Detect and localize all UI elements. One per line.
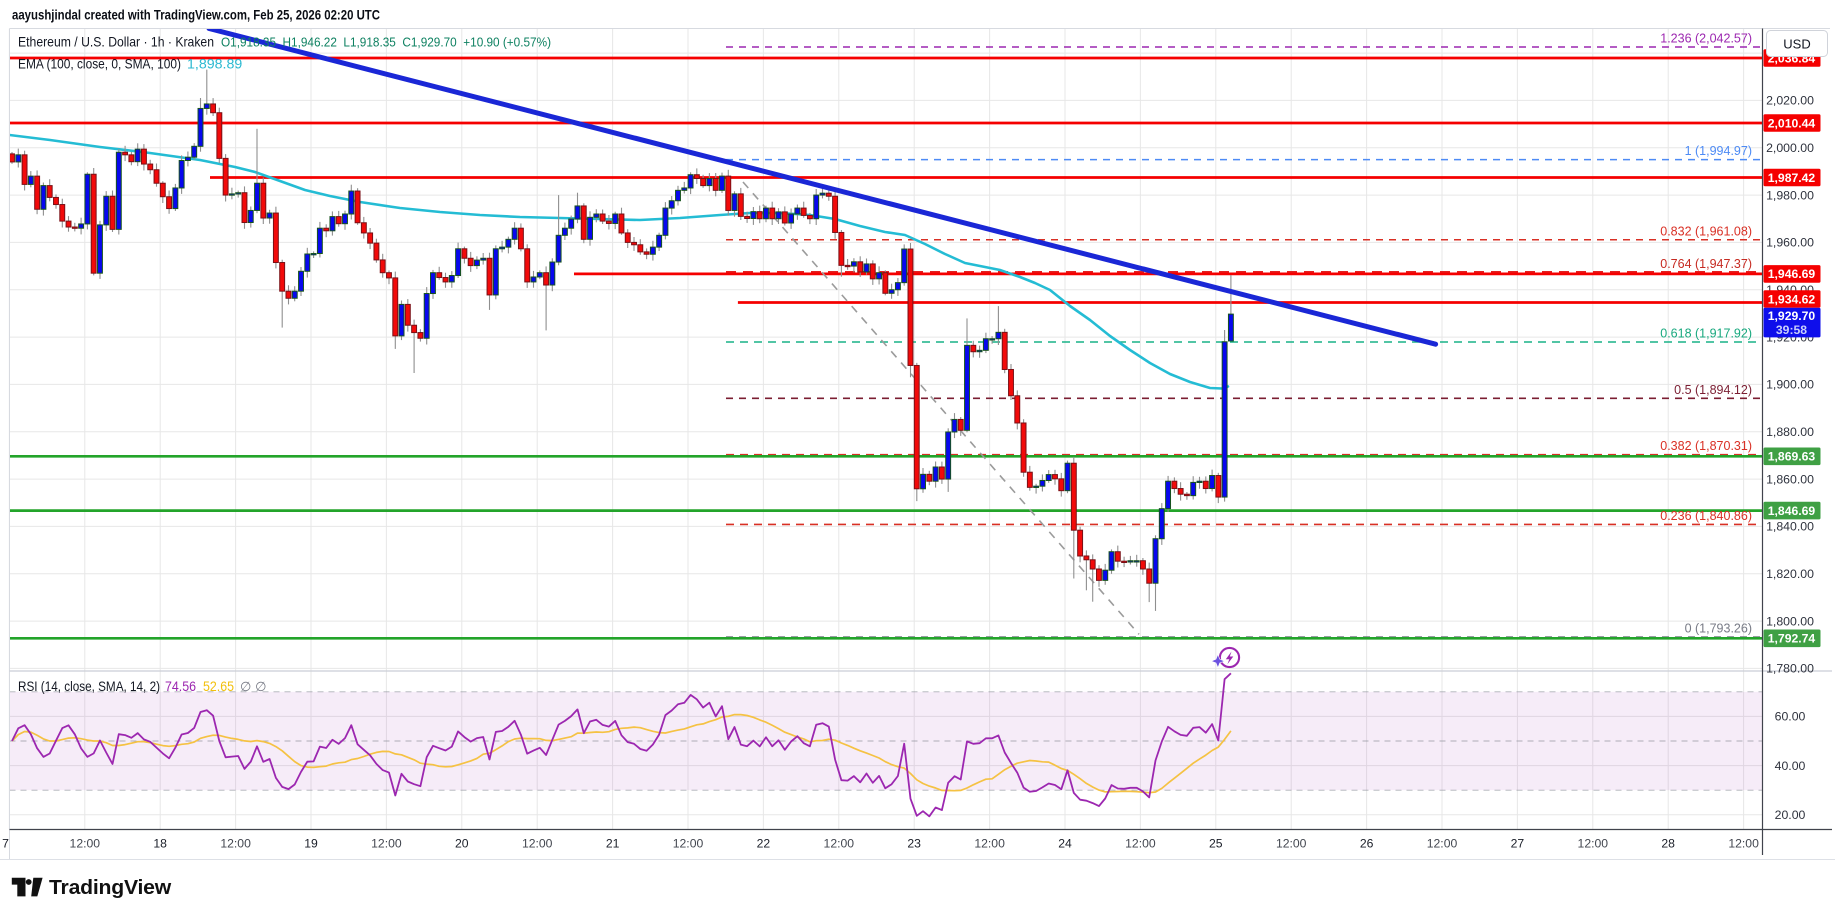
svg-text:1,929.70: 1,929.70 xyxy=(1768,309,1816,323)
svg-text:1,869.63: 1,869.63 xyxy=(1768,450,1816,464)
svg-text:1,987.42: 1,987.42 xyxy=(1768,171,1816,185)
svg-text:7: 7 xyxy=(2,837,9,851)
svg-text:0 (1,793.26): 0 (1,793.26) xyxy=(1685,622,1752,636)
svg-text:12:00: 12:00 xyxy=(522,837,553,851)
svg-text:1,780.00: 1,780.00 xyxy=(1766,662,1814,676)
svg-text:USD: USD xyxy=(1783,36,1810,51)
svg-text:2,000.00: 2,000.00 xyxy=(1766,141,1814,155)
svg-text:2,010.44: 2,010.44 xyxy=(1768,116,1816,130)
svg-text:12:00: 12:00 xyxy=(974,837,1005,851)
svg-text:O1,918.35 H1,946.22 L1,918.3: O1,918.35 H1,946.22 L1,918.35 C1,929.70 … xyxy=(221,35,551,50)
svg-text:18: 18 xyxy=(153,837,167,851)
svg-text:1,792.74: 1,792.74 xyxy=(1768,632,1816,646)
svg-text:1,800.00: 1,800.00 xyxy=(1766,614,1814,628)
svg-text:20: 20 xyxy=(455,837,469,851)
svg-text:1 (1,994.97): 1 (1,994.97) xyxy=(1685,144,1752,158)
svg-text:12:00: 12:00 xyxy=(1728,837,1759,851)
svg-text:12:00: 12:00 xyxy=(673,837,704,851)
svg-text:0.832 (1,961.08): 0.832 (1,961.08) xyxy=(1660,224,1752,238)
svg-text:1,880.00: 1,880.00 xyxy=(1766,425,1814,439)
svg-text:1,846.69: 1,846.69 xyxy=(1768,504,1816,518)
svg-text:22: 22 xyxy=(757,837,771,851)
svg-text:RSI (14, close, SMA, 14, 2): RSI (14, close, SMA, 14, 2) xyxy=(18,679,160,694)
svg-text:21: 21 xyxy=(606,837,620,851)
svg-text:27: 27 xyxy=(1511,837,1525,851)
svg-text:23: 23 xyxy=(907,837,921,851)
svg-text:1,980.00: 1,980.00 xyxy=(1766,188,1814,202)
svg-text:1,820.00: 1,820.00 xyxy=(1766,567,1814,581)
svg-text:52.65: 52.65 xyxy=(203,679,234,694)
svg-text:aayushjindal created with Trad: aayushjindal created with TradingView.co… xyxy=(12,8,380,23)
svg-text:∅ ∅: ∅ ∅ xyxy=(240,679,267,694)
svg-text:1,860.00: 1,860.00 xyxy=(1766,472,1814,486)
svg-text:74.56: 74.56 xyxy=(165,679,196,694)
svg-text:1,960.00: 1,960.00 xyxy=(1766,236,1814,250)
svg-text:12:00: 12:00 xyxy=(824,837,855,851)
svg-text:0.236 (1,840.86): 0.236 (1,840.86) xyxy=(1660,509,1752,523)
svg-text:12:00: 12:00 xyxy=(371,837,402,851)
svg-text:TradingView: TradingView xyxy=(49,877,172,899)
svg-text:28: 28 xyxy=(1661,837,1675,851)
svg-text:2,020.00: 2,020.00 xyxy=(1766,94,1814,108)
svg-text:1.236 (2,042.57): 1.236 (2,042.57) xyxy=(1660,32,1752,46)
svg-text:12:00: 12:00 xyxy=(1427,837,1458,851)
svg-text:60.00: 60.00 xyxy=(1775,710,1806,724)
svg-text:19: 19 xyxy=(304,837,318,851)
svg-text:25: 25 xyxy=(1209,837,1223,851)
svg-text:39:58: 39:58 xyxy=(1776,323,1807,337)
svg-text:1,934.62: 1,934.62 xyxy=(1768,292,1816,306)
svg-text:26: 26 xyxy=(1360,837,1374,851)
svg-text:12:00: 12:00 xyxy=(70,837,101,851)
svg-text:Ethereum / U.S. Dollar · 1h ·: Ethereum / U.S. Dollar · 1h · Kraken xyxy=(18,35,214,50)
svg-text:12:00: 12:00 xyxy=(1125,837,1156,851)
svg-text:1,840.00: 1,840.00 xyxy=(1766,520,1814,534)
svg-text:12:00: 12:00 xyxy=(220,837,251,851)
svg-text:40.00: 40.00 xyxy=(1775,759,1806,773)
svg-text:12:00: 12:00 xyxy=(1578,837,1609,851)
svg-text:24: 24 xyxy=(1058,837,1072,851)
svg-text:12:00: 12:00 xyxy=(1276,837,1307,851)
svg-text:1,946.69: 1,946.69 xyxy=(1768,267,1816,281)
svg-text:0.764 (1,947.37): 0.764 (1,947.37) xyxy=(1660,257,1752,271)
svg-text:20.00: 20.00 xyxy=(1775,808,1806,822)
svg-text:EMA (100, close, 0, SMA, 100): EMA (100, close, 0, SMA, 100) xyxy=(18,56,181,71)
svg-text:1,900.00: 1,900.00 xyxy=(1766,378,1814,392)
svg-text:0.382 (1,870.31): 0.382 (1,870.31) xyxy=(1660,439,1752,453)
svg-text:0.618 (1,917.92): 0.618 (1,917.92) xyxy=(1660,327,1752,341)
svg-text:0.5 (1,894.12): 0.5 (1,894.12) xyxy=(1674,383,1752,397)
svg-text:1,898.89: 1,898.89 xyxy=(187,56,242,72)
